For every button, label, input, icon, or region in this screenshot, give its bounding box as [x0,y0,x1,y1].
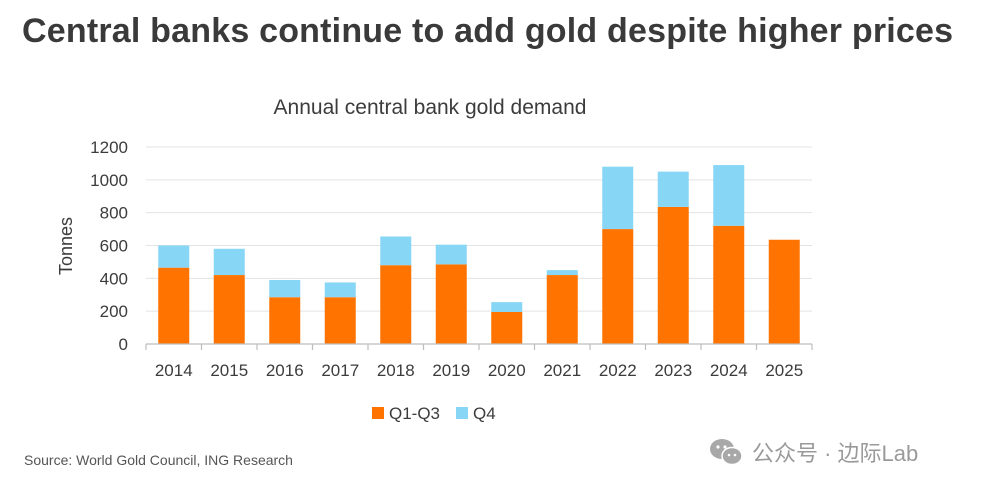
legend-label: Q4 [473,404,496,423]
chart-title: Annual central bank gold demand [274,96,587,119]
legend: Q1-Q3 Q4 [372,404,496,423]
y-tick-label: 600 [100,237,128,256]
bar-q1-q3-2022 [602,229,634,344]
x-tick-label: 2023 [654,361,692,380]
bar-q4-2014 [158,245,190,268]
bar-q4-2019 [435,244,467,265]
bar-q4-2022 [602,166,634,230]
bar-q1-q3-2019 [435,264,467,344]
bar-q1-q3-2025 [768,239,800,344]
bar-q4-2015 [213,248,245,276]
y-tick-label: 200 [100,302,128,321]
bar-q1-q3-2023 [657,206,689,344]
bar-q4-2021 [546,270,578,276]
page-title: Central banks continue to add gold despi… [22,12,954,50]
bar-q4-2024 [713,165,745,226]
watermark: 公众号 · 边际Lab [708,436,918,468]
bar-q1-q3-2014 [158,267,190,344]
bar-q1-q3-2018 [380,265,412,344]
y-tick-label: 0 [119,335,128,354]
legend-swatch [372,407,384,419]
bar-q4-2018 [380,236,412,266]
legend-label: Q1-Q3 [389,404,440,423]
x-tick-label: 2024 [710,361,748,380]
bar-q4-2023 [657,171,689,207]
x-tick-label: 2022 [599,361,637,380]
x-tick-label: 2016 [266,361,304,380]
y-axis-label: Tonnes [56,217,76,275]
x-tick-label: 2014 [155,361,193,380]
bar-q4-2017 [324,282,356,298]
y-tick-label: 800 [100,204,128,223]
x-tick-label: 2025 [765,361,803,380]
legend-swatch [456,407,468,419]
y-tick-label: 400 [100,269,128,288]
wechat-icon [710,439,743,466]
x-tick-label: 2019 [432,361,470,380]
y-tick-label: 1000 [90,171,128,190]
gridlines [146,146,812,312]
x-tick-label: 2020 [488,361,526,380]
bar-q1-q3-2020 [491,311,523,344]
bar-q1-q3-2024 [713,225,745,344]
bar-q4-2020 [491,302,523,312]
bar-q1-q3-2017 [324,297,356,344]
bar-q1-q3-2015 [213,275,245,344]
y-tick-label: 1200 [90,138,128,157]
x-tick-label: 2021 [543,361,581,380]
axes: 0 200 400 600 800 1000 1200 2014 2015 2016 2017 201… [90,138,813,380]
x-tick-label: 2017 [321,361,359,380]
x-tick-label: 2018 [377,361,415,380]
x-tick-label: 2015 [210,361,248,380]
bars [158,165,800,344]
bar-q4-2016 [269,279,301,298]
watermark-text: 公众号 · 边际Lab [752,441,919,466]
source-note: Source: World Gold Council, ING Research [24,452,293,468]
bar-q1-q3-2016 [269,297,301,344]
bar-q1-q3-2021 [546,275,578,344]
